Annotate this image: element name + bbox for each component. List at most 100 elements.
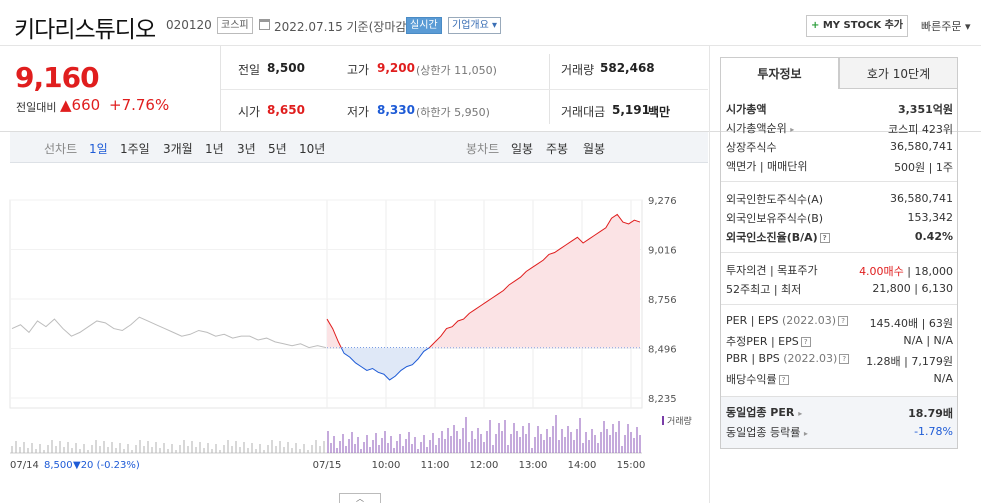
industry-rate-link[interactable]: 동일업종 등락률 ▸ — [726, 424, 808, 440]
foreign-hold-value: 153,342 — [907, 211, 954, 224]
help-icon[interactable]: ? — [838, 316, 849, 326]
help-icon[interactable]: ? — [800, 337, 811, 347]
per-row: PER | EPS (2022.03)? — [726, 314, 849, 327]
x-tick-label: 15:00 — [617, 460, 646, 471]
low-label: 저가 — [347, 105, 370, 119]
high-label: 고가 — [347, 63, 370, 77]
est-per-row: 추정PER | EPS? — [726, 333, 811, 349]
cap-rank-label: 시가총액순위 — [726, 122, 787, 135]
company-overview-dropdown[interactable]: 기업개요 ▾ — [448, 17, 501, 34]
per-value: 145.40배 | 63원 — [869, 317, 953, 330]
divider — [721, 181, 957, 182]
down-area — [327, 347, 640, 380]
change-percent: +7.76% — [109, 96, 170, 114]
opinion-value: 4.00매수 — [859, 265, 904, 278]
foreign-limit-label: 외국인한도주식수(A) — [726, 193, 824, 206]
prev-day-change: ▼20 (-0.23%) — [73, 460, 140, 471]
amount-label: 거래대금 — [561, 105, 606, 119]
change-value: ▲660 — [60, 96, 101, 114]
prev-close-value: 8,500 — [267, 61, 305, 75]
industry-per-label: 동일업종 PER — [726, 406, 795, 419]
foreign-ratio-row: 외국인소진율(B/A)? — [726, 229, 830, 245]
amount-value: 5,191 — [612, 103, 650, 117]
div-label: 배당수익률 — [726, 373, 777, 386]
divider — [221, 89, 708, 90]
period-bar — [10, 132, 708, 163]
stock-header — [0, 0, 981, 46]
stock-title: 키다리스튜디오 — [14, 17, 156, 43]
per-date: (2022.03) — [782, 314, 837, 327]
prev-close-label: 전일 — [238, 63, 261, 77]
help-icon[interactable]: ? — [778, 375, 789, 385]
x-tick-label: 10:00 — [372, 460, 401, 471]
tab-hoga[interactable]: 호가 10단계 — [839, 57, 958, 89]
upper-limit: (상한가 11,050) — [416, 64, 497, 77]
foreign-ratio-label: 외국인소진율(B/A) — [726, 231, 818, 244]
shares-value: 36,580,741 — [890, 140, 953, 153]
52w-label: 52주최고 | 최저 — [726, 283, 802, 296]
foreign-ratio-value: 0.42% — [914, 230, 953, 243]
period-1y[interactable]: 1년 — [205, 142, 224, 156]
candle-monthly[interactable]: 월봉 — [583, 142, 606, 156]
expand-chart-button[interactable]: ︿ — [339, 493, 381, 503]
realtime-button[interactable]: 실시간 — [406, 17, 442, 34]
industry-per-value: 18.79배 — [908, 407, 953, 420]
volume-legend: 거래량 — [667, 415, 692, 427]
tab-invest-info[interactable]: 투자정보 — [720, 57, 839, 89]
today-line-down — [340, 347, 431, 381]
market-badge: 코스피 — [217, 17, 253, 34]
par-value: 500원 | 1주 — [894, 161, 953, 174]
plus-icon: + — [810, 20, 820, 31]
y-tick-label: 9,276 — [648, 196, 677, 207]
x-tick-label: 12:00 — [470, 460, 499, 471]
stock-code: 020120 — [166, 18, 212, 32]
info-panel — [709, 46, 981, 503]
price-summary — [0, 46, 981, 132]
current-price: 9,160 — [15, 61, 100, 94]
market-cap-value: 3,351억원 — [897, 103, 953, 116]
target-price: | 18,000 — [907, 265, 953, 278]
period-3m[interactable]: 3개월 — [163, 142, 193, 156]
market-cap-label: 시가총액 — [726, 103, 767, 116]
foreign-hold-label: 외국인보유주식수(B) — [726, 212, 824, 225]
divider — [721, 304, 957, 305]
amount-unit: 백만 — [648, 105, 671, 119]
pbr-value: 1.28배 | 7,179원 — [866, 355, 953, 368]
opinion-row: 4.00매수 | 18,000 — [859, 263, 953, 279]
x-tick-label: 11:00 — [421, 460, 450, 471]
x-tick-label: 13:00 — [519, 460, 548, 471]
y-tick-label: 9,016 — [648, 246, 677, 257]
invest-info-box — [720, 89, 958, 449]
candle-daily[interactable]: 일봉 — [511, 142, 534, 156]
help-icon[interactable]: ? — [839, 354, 850, 364]
period-3y[interactable]: 3년 — [237, 142, 256, 156]
period-1w[interactable]: 1주일 — [120, 142, 150, 156]
open-value: 8,650 — [267, 103, 305, 117]
period-10y[interactable]: 10년 — [299, 142, 326, 156]
industry-rate-value: -1.78% — [914, 425, 953, 438]
pbr-row: PBR | BPS (2022.03)? — [726, 352, 850, 365]
candle-weekly[interactable]: 주봉 — [546, 142, 569, 156]
pbr-date: (2022.03) — [783, 352, 838, 365]
arrow-right-icon: ▸ — [790, 125, 795, 134]
divider — [220, 46, 221, 132]
period-1d[interactable]: 1일 — [89, 142, 108, 156]
lower-limit: (하한가 5,950) — [416, 106, 490, 119]
div-value: N/A — [933, 372, 953, 385]
est-per-value: N/A | N/A — [903, 334, 953, 347]
prev-day-close: 8,500 — [44, 460, 73, 471]
est-per-label: 추정PER | EPS — [726, 335, 799, 348]
foreign-limit-value: 36,580,741 — [890, 192, 953, 205]
help-icon[interactable]: ? — [819, 233, 830, 243]
high-value: 9,200 — [377, 61, 415, 75]
industry-per-link[interactable]: 동일업종 PER ▸ — [726, 404, 802, 420]
volume-value: 582,468 — [600, 61, 655, 75]
par-label: 액면가 | 매매단위 — [726, 160, 808, 173]
cap-rank-link[interactable]: 시가총액순위 ▸ — [726, 120, 794, 136]
add-my-stock-button[interactable]: + MY STOCK 추가 — [806, 15, 908, 37]
price-chart[interactable]: 9,276 9,016 8,756 8,496 8,235 거래량 07/15 10:00 11… — [0, 163, 709, 493]
period-5y[interactable]: 5년 — [268, 142, 287, 156]
arrow-right-icon: ▸ — [803, 429, 808, 438]
quick-order-button[interactable]: 빠른주문 ▾ — [921, 20, 971, 33]
x-tick-label: 14:00 — [568, 460, 597, 471]
